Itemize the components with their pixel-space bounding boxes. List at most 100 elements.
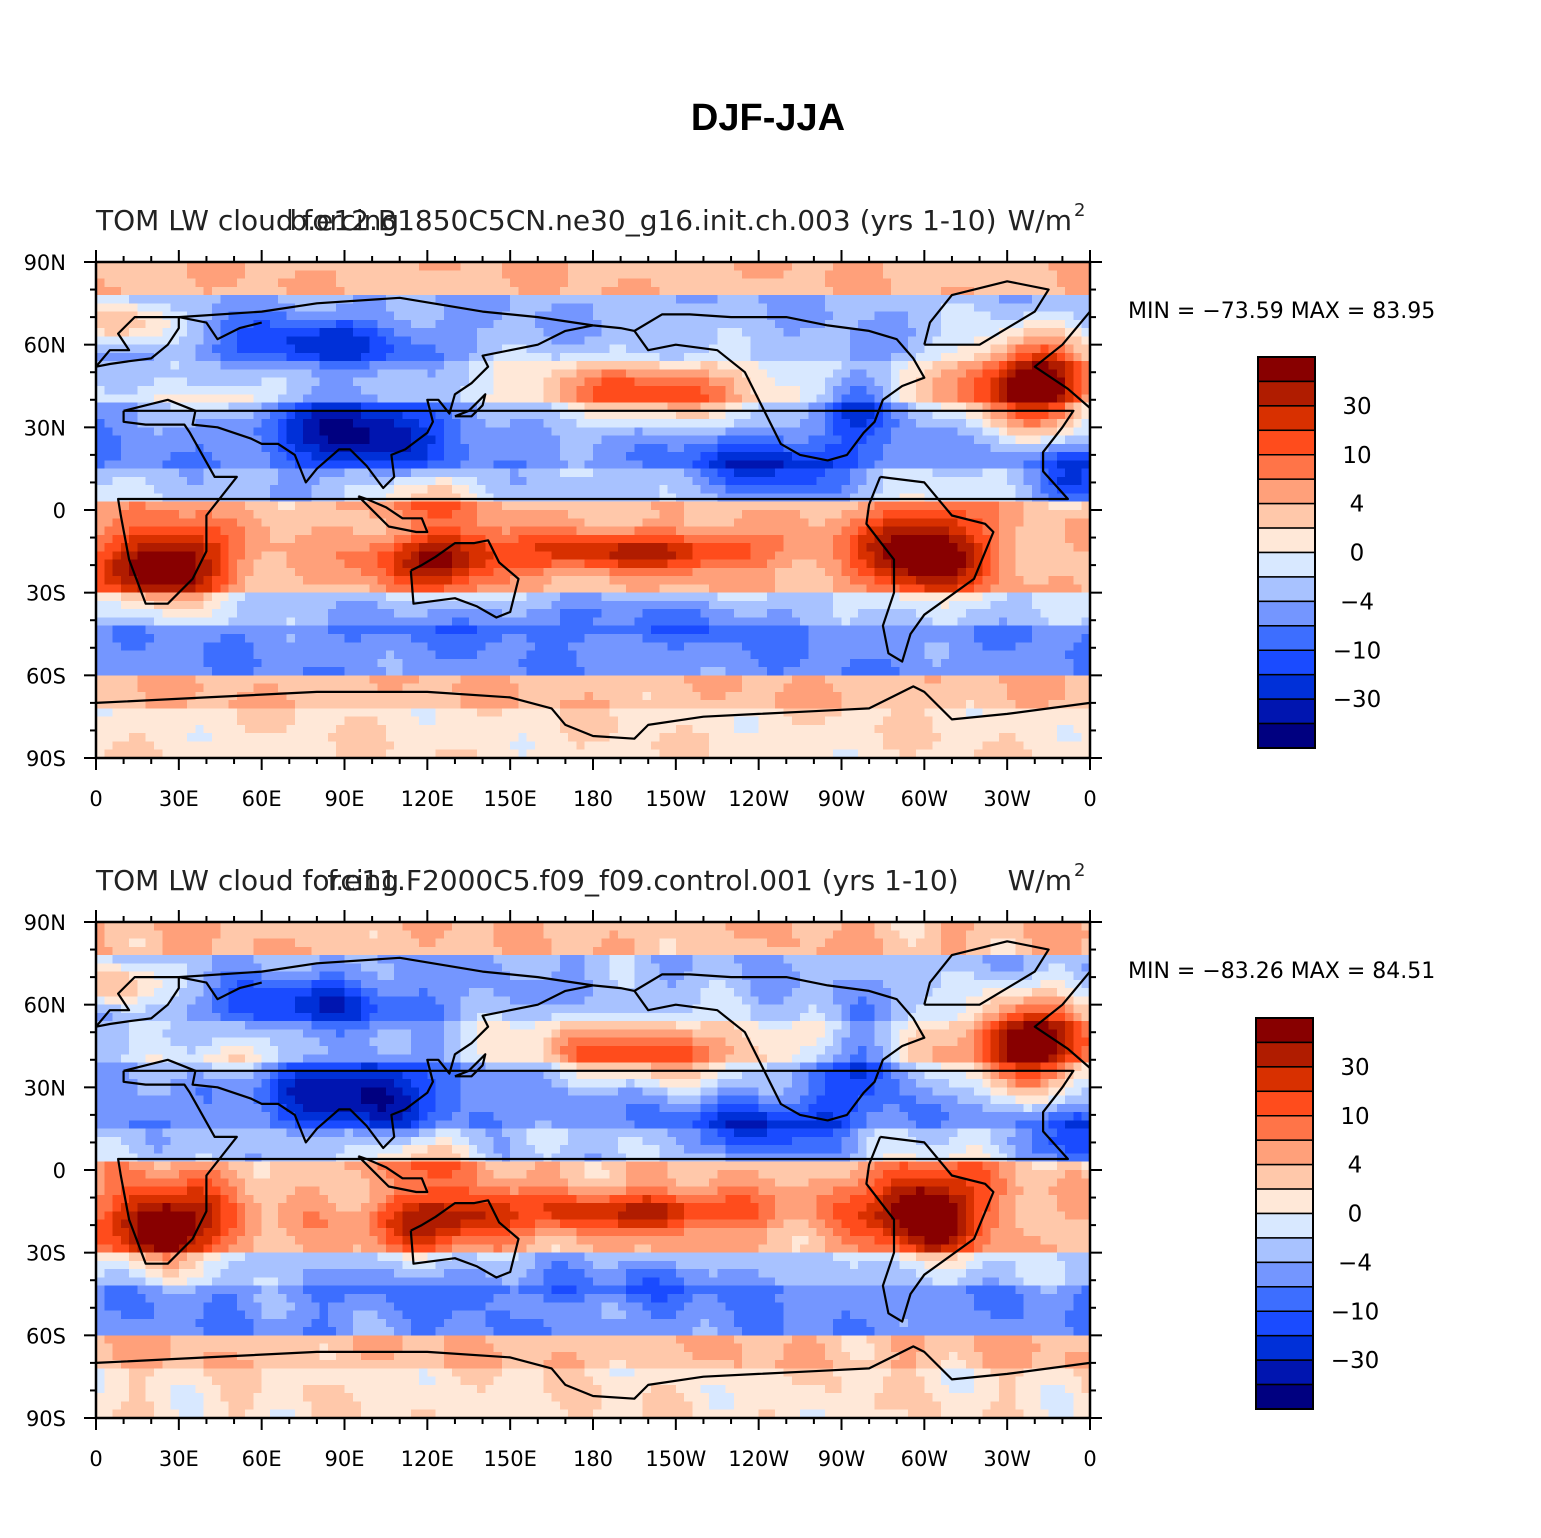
field-cell <box>675 386 685 395</box>
field-cell <box>303 518 312 528</box>
field-cell <box>228 485 238 495</box>
field-cell <box>1023 435 1033 445</box>
field-cell <box>609 361 619 371</box>
field-cell <box>700 336 710 346</box>
field-cell <box>617 286 627 296</box>
field-cell <box>394 567 404 577</box>
field-cell <box>874 303 884 313</box>
field-cell <box>129 303 139 313</box>
field-cell <box>667 600 677 610</box>
field-cell <box>361 592 370 602</box>
field-cell <box>278 278 288 288</box>
field-cell <box>684 361 693 371</box>
field-cell <box>675 567 685 577</box>
field-cell <box>137 278 147 288</box>
field-cell <box>427 386 437 395</box>
field-cell <box>907 485 917 495</box>
field-cell <box>319 270 329 280</box>
field-cell <box>957 402 967 412</box>
field-cell <box>1065 452 1075 461</box>
field-cell <box>327 460 337 470</box>
field-cell <box>526 518 536 528</box>
field-cell <box>593 270 602 280</box>
field-cell <box>891 336 901 346</box>
field-cell <box>708 559 718 569</box>
field-cell <box>1056 543 1066 552</box>
field-cell <box>443 352 453 362</box>
field-cell <box>783 435 793 445</box>
field-cell <box>576 303 586 313</box>
field-cell <box>667 468 677 478</box>
field-cell <box>493 501 503 511</box>
field-cell <box>634 361 644 371</box>
field-cell <box>220 361 230 371</box>
field-cell <box>352 328 362 337</box>
field-cell <box>940 369 950 379</box>
field-cell <box>261 435 271 445</box>
field-cell <box>410 262 420 271</box>
field-cell <box>949 328 959 337</box>
field-cell <box>1015 518 1025 528</box>
field-cell <box>717 410 727 420</box>
field-cell <box>543 443 553 453</box>
field-cell <box>269 559 279 569</box>
field-cell <box>1056 559 1066 569</box>
field-cell <box>104 493 114 503</box>
field-cell <box>866 534 876 544</box>
field-cell <box>593 319 602 329</box>
field-cell <box>916 270 925 280</box>
field-cell <box>932 262 942 271</box>
field-cell <box>518 270 528 280</box>
field-cell <box>228 319 238 329</box>
field-cell <box>650 303 660 313</box>
field-cell <box>443 336 453 346</box>
field-cell <box>874 559 884 569</box>
field-cell <box>1015 468 1025 478</box>
field-cell <box>791 543 801 552</box>
field-cell <box>1007 369 1017 379</box>
field-cell <box>477 361 486 371</box>
field-cell <box>543 295 553 304</box>
field-cell <box>725 336 735 346</box>
field-cell <box>800 270 809 280</box>
field-cell <box>427 559 437 569</box>
field-cell <box>750 377 760 387</box>
field-cell <box>824 460 834 470</box>
field-cell <box>369 526 379 536</box>
field-cell <box>1040 311 1050 321</box>
field-cell <box>932 369 942 379</box>
field-cell <box>477 286 486 296</box>
field-cell <box>303 600 312 610</box>
field-cell <box>253 584 263 594</box>
field-cell <box>559 402 569 412</box>
field-cell <box>220 534 230 544</box>
field-cell <box>245 468 254 478</box>
field-cell <box>385 319 395 329</box>
field-cell <box>493 402 503 412</box>
field-cell <box>129 510 139 519</box>
field-cell <box>377 402 387 412</box>
field-cell <box>485 584 495 594</box>
field-cell <box>96 600 105 610</box>
field-cell <box>236 534 246 544</box>
field-cell <box>104 328 114 337</box>
field-cell <box>120 452 130 461</box>
field-cell <box>733 278 743 288</box>
field-cell <box>327 336 337 346</box>
field-cell <box>609 584 619 594</box>
field-cell <box>667 534 677 544</box>
field-cell <box>957 336 967 346</box>
field-cell <box>601 452 611 461</box>
field-cell <box>733 452 743 461</box>
field-cell <box>485 435 495 445</box>
field-cell <box>634 402 644 412</box>
field-cell <box>460 361 470 371</box>
field-cell <box>162 410 172 420</box>
field-cell <box>634 584 644 594</box>
field-cell <box>916 344 925 354</box>
field-cell <box>783 402 793 412</box>
field-cell <box>410 344 420 354</box>
field-cell <box>178 526 188 536</box>
field-cell <box>327 518 337 528</box>
field-cell <box>311 377 321 387</box>
